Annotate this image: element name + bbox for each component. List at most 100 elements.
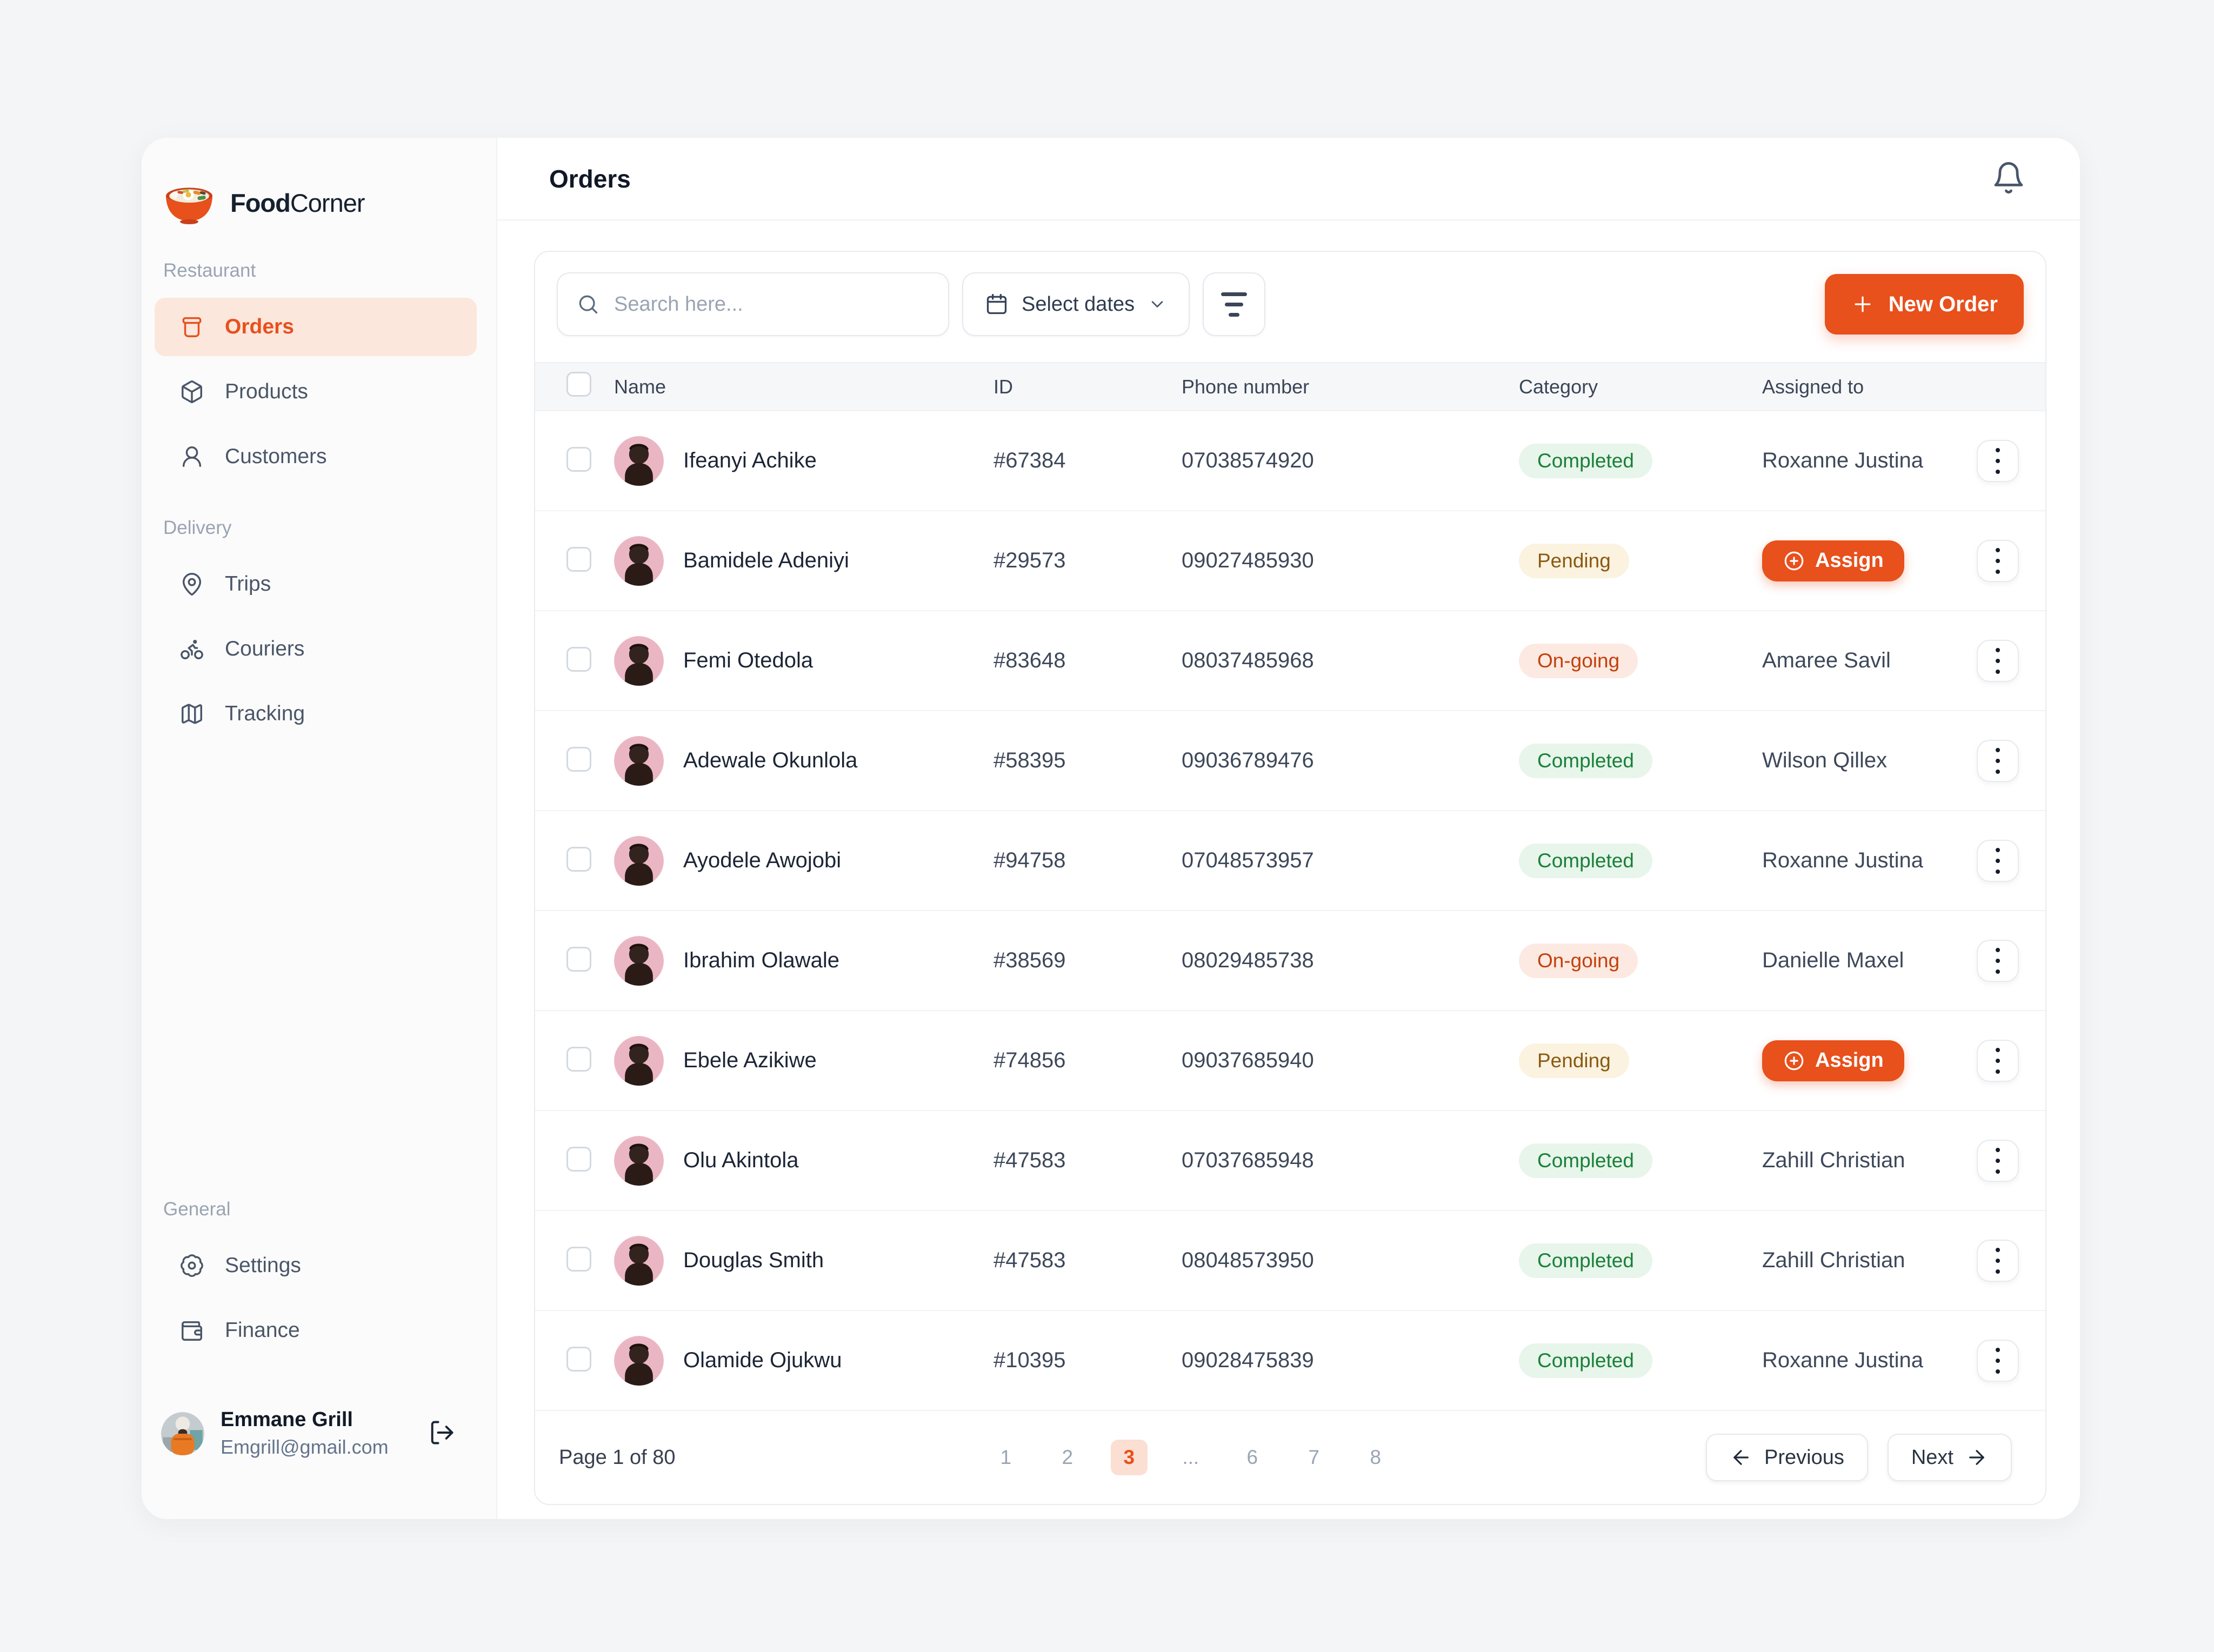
select-dates-button[interactable]: Select dates <box>962 272 1190 336</box>
phone-number: 08029485738 <box>1182 948 1314 972</box>
previous-label: Previous <box>1764 1446 1844 1469</box>
row-menu-button[interactable] <box>1977 1239 2019 1282</box>
next-button[interactable]: Next <box>1887 1434 2012 1481</box>
arrow-right-icon <box>1969 1450 1984 1465</box>
page-number[interactable]: 6 <box>1246 1446 1258 1468</box>
row-checkbox[interactable] <box>566 647 591 672</box>
table-body: Ifeanyi Achike #67384 07038574920 Comple… <box>535 411 2045 1411</box>
page-info: Page 1 of 80 <box>559 1446 676 1469</box>
sidebar-item-products[interactable]: Products <box>155 363 477 421</box>
brand: FoodCorner <box>162 177 480 229</box>
status-badge: Completed <box>1519 443 1652 478</box>
sidebar-item-tracking[interactable]: Tracking <box>155 685 477 743</box>
row-menu-button[interactable] <box>1977 839 2019 882</box>
sidebar-item-label: Finance <box>225 1319 300 1342</box>
customer-name: Olamide Ojukwu <box>683 1348 842 1372</box>
map-icon <box>182 704 202 724</box>
row-menu-button[interactable] <box>1977 639 2019 682</box>
new-order-label: New Order <box>1888 292 1998 316</box>
customer-name: Douglas Smith <box>683 1248 824 1272</box>
logout-button[interactable] <box>428 1419 456 1448</box>
chevron-down-icon <box>1151 301 1163 307</box>
filter-button[interactable] <box>1203 272 1266 336</box>
phone-number: 08048573950 <box>1182 1248 1314 1272</box>
search-icon <box>579 295 598 314</box>
row-checkbox[interactable] <box>566 1147 591 1172</box>
assigned-cell: Zahill Christian <box>1762 1148 1905 1172</box>
row-checkbox[interactable] <box>566 447 591 472</box>
row-menu-button[interactable] <box>1977 1339 2019 1382</box>
package-icon <box>182 380 202 403</box>
previous-button[interactable]: Previous <box>1706 1434 1868 1481</box>
row-checkbox[interactable] <box>566 1047 591 1072</box>
row-checkbox[interactable] <box>566 547 591 572</box>
row-checkbox[interactable] <box>566 1247 591 1272</box>
profile-name: Emmane Grill <box>221 1408 353 1431</box>
page-number[interactable]: 1 <box>1000 1446 1012 1468</box>
row-checkbox[interactable] <box>566 1347 591 1372</box>
profile-texts: Emmane Grill Emgrill@gmail.com <box>221 1408 389 1459</box>
table-row: Ifeanyi Achike #67384 07038574920 Comple… <box>535 411 2045 511</box>
sidebar-item-couriers[interactable]: Couriers <box>155 620 477 678</box>
status-badge: Completed <box>1519 1243 1652 1278</box>
table-row: Ayodele Awojobi #94758 07048573957 Compl… <box>535 811 2045 911</box>
table-row: Douglas Smith #47583 08048573950 Complet… <box>535 1211 2045 1311</box>
notifications-button[interactable] <box>1991 160 2026 197</box>
page-number[interactable]: 7 <box>1308 1446 1320 1468</box>
section-label-delivery: Delivery <box>163 517 232 538</box>
section-label-general: General <box>163 1199 231 1220</box>
filter-lines-icon <box>1221 292 1248 296</box>
assigned-cell: Danielle Maxel <box>1762 948 1904 972</box>
sidebar-item-trips[interactable]: Trips <box>155 555 477 613</box>
new-order-button[interactable]: New Order <box>1824 274 2024 335</box>
status-badge: Pending <box>1519 543 1629 578</box>
assigned-cell: Roxanne Justina <box>1762 1348 1923 1372</box>
row-checkbox[interactable] <box>566 947 591 972</box>
assign-button[interactable]: Assign <box>1762 1040 1904 1081</box>
table-row: Adewale Okunlola #58395 09036789476 Comp… <box>535 711 2045 811</box>
status-badge: Completed <box>1519 743 1652 778</box>
assigned-cell: Roxanne Justina <box>1762 848 1923 872</box>
select-all-checkbox[interactable] <box>566 372 591 397</box>
sidebar-item-label: Products <box>225 380 308 403</box>
map-pin-icon <box>182 573 202 596</box>
arrow-left-icon <box>1733 1450 1749 1465</box>
assigned-cell: Amaree Savil <box>1762 648 1891 672</box>
customer-name: Femi Otedola <box>683 648 813 672</box>
sidebar-item-settings[interactable]: Settings <box>155 1236 477 1295</box>
page-number[interactable]: 2 <box>1062 1446 1073 1468</box>
status-badge: On-going <box>1519 643 1638 678</box>
phone-number: 07037685948 <box>1182 1148 1314 1172</box>
row-menu-button[interactable] <box>1977 539 2019 582</box>
page-numbers: 1 2 3... 6 7 8 <box>695 1440 1687 1475</box>
column-header-name: Name <box>614 375 666 398</box>
plus-circle-icon <box>1784 551 1804 570</box>
order-id: #94758 <box>993 848 1066 872</box>
search-input[interactable] <box>613 292 930 317</box>
sidebar-item-finance[interactable]: Finance <box>155 1301 477 1360</box>
row-menu-button[interactable] <box>1977 1039 2019 1082</box>
avatar <box>614 1035 664 1086</box>
row-checkbox[interactable] <box>566 847 591 872</box>
main-area: Orders <box>497 138 2080 1519</box>
page-number[interactable]: 8 <box>1370 1446 1382 1468</box>
order-id: #29573 <box>993 549 1066 572</box>
row-menu-button[interactable] <box>1977 1139 2019 1182</box>
avatar <box>614 636 664 686</box>
table-row: Femi Otedola #83648 08037485968 On-going… <box>535 611 2045 711</box>
phone-number: 07048573957 <box>1182 848 1314 872</box>
row-checkbox[interactable] <box>566 747 591 772</box>
row-menu-button[interactable] <box>1977 939 2019 982</box>
page-number[interactable]: 3 <box>1110 1440 1148 1475</box>
assign-button[interactable]: Assign <box>1762 540 1904 581</box>
plus-circle-icon <box>1784 1051 1804 1070</box>
avatar <box>614 1235 664 1286</box>
user-profile: Emmane Grill Emgrill@gmail.com <box>161 1408 480 1459</box>
row-menu-button[interactable] <box>1977 739 2019 782</box>
sidebar-item-customers[interactable]: Customers <box>155 427 477 486</box>
pagination: Page 1 of 80 1 2 3... 6 7 8 Previous Next <box>535 1411 2045 1504</box>
row-menu-button[interactable] <box>1977 439 2019 482</box>
avatar <box>614 436 664 486</box>
customer-name: Adewale Okunlola <box>683 748 858 772</box>
sidebar-item-orders[interactable]: Orders <box>155 298 477 356</box>
